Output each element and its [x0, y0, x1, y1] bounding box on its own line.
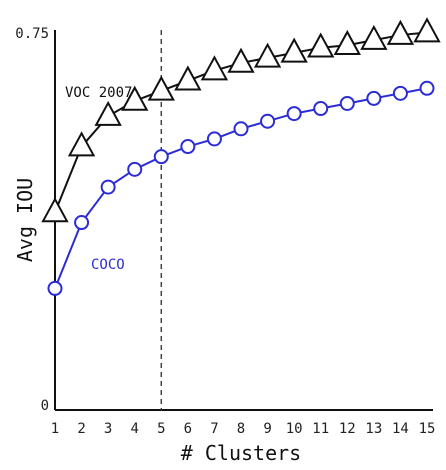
x-tick-label: 5: [157, 421, 165, 437]
triangle-marker: [121, 85, 149, 111]
tick-labels: 1 2 3 4 5 6 7 8 9 10 11 12 13 14 150.750: [15, 26, 435, 437]
triangle-marker: [94, 100, 122, 126]
circle-marker: [233, 121, 249, 137]
triangle-marker: [253, 42, 282, 68]
series-label-coco: COCO: [91, 257, 125, 273]
x-tick-label: 9: [263, 421, 271, 437]
circle-marker: [153, 149, 169, 165]
x-tick-label: 13: [365, 421, 382, 437]
triangle-marker: [307, 32, 335, 58]
circle-marker: [74, 215, 90, 231]
triangle-marker: [200, 55, 229, 81]
x-tick-label: 11: [312, 421, 329, 437]
triangle-marker: [413, 17, 441, 43]
x-tick-label: 12: [339, 421, 356, 437]
y-tick-label: 0: [41, 398, 49, 414]
x-tick-label: 10: [286, 421, 303, 437]
x-tick-label: 14: [392, 421, 409, 437]
circle-marker: [127, 161, 143, 177]
triangle-marker: [386, 19, 415, 45]
circle-marker: [286, 106, 302, 122]
circle-marker: [313, 101, 329, 117]
circle-marker: [47, 280, 63, 296]
x-tick-label: 7: [210, 421, 218, 437]
circle-marker: [339, 95, 355, 111]
series-coco: [47, 80, 435, 296]
circle-marker: [392, 85, 408, 101]
x-tick-label: 2: [77, 421, 85, 437]
triangle-marker: [41, 197, 69, 223]
triangle-marker: [227, 47, 255, 73]
circle-marker: [100, 179, 116, 195]
y-tick-label: 0.75: [15, 26, 49, 42]
x-tick-label: 3: [104, 421, 112, 437]
triangle-marker: [174, 65, 202, 91]
triangle-marker: [360, 24, 388, 50]
triangle-marker: [333, 29, 361, 55]
triangle-marker: [67, 131, 96, 157]
circle-marker: [206, 131, 222, 147]
triangle-marker: [147, 75, 175, 101]
series-labels: VOC 2007 COCO: [65, 85, 132, 273]
series-voc-2007: [41, 17, 441, 223]
x-tick-label: 1: [51, 421, 59, 437]
x-tick-label: 8: [237, 421, 245, 437]
circle-marker: [260, 113, 276, 129]
circle-marker: [180, 139, 196, 155]
circle-marker: [366, 90, 382, 106]
triangle-marker: [280, 37, 308, 63]
x-tick-label: 4: [130, 421, 138, 437]
series-group: [41, 17, 441, 296]
y-axis-title: Avg IOU: [13, 178, 37, 262]
x-axis-title: # Clusters: [181, 441, 301, 465]
x-tick-label: 6: [184, 421, 192, 437]
series-label-voc-2007: VOC 2007: [65, 85, 132, 101]
x-tick-label: 15: [419, 421, 436, 437]
circle-marker: [419, 80, 435, 96]
